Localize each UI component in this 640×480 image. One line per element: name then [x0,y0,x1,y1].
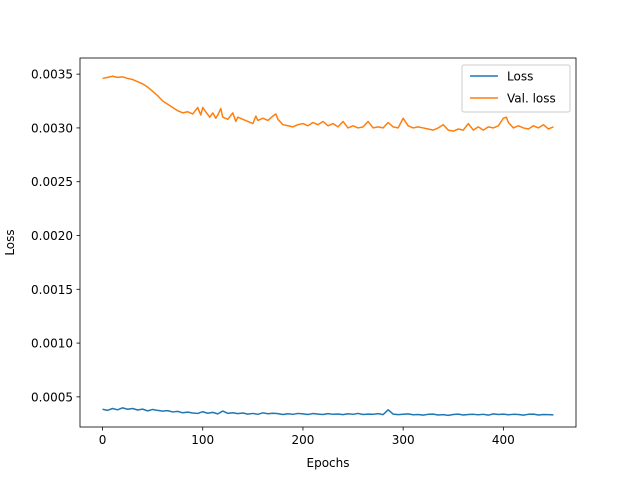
x-axis: 0 100 200 300 400 [99,427,515,447]
y-tick-label: 0.0035 [31,68,73,82]
x-tick-label: 200 [291,433,314,447]
series-line-0 [102,407,554,417]
y-tick-label: 0.0005 [31,390,73,404]
y-tick-label: 0.0025 [31,175,73,189]
y-tick-label: 0.0015 [31,283,73,297]
x-axis-title: Epochs [307,456,350,470]
axes-frame [79,57,577,428]
legend: Loss Val. loss [461,64,571,113]
axes-background [80,58,576,427]
x-tick-label: 0 [99,433,107,447]
y-axis-title: Loss [3,229,17,255]
x-tick-label: 100 [191,433,214,447]
series-layer [102,75,554,417]
legend-label-1: Val. loss [507,92,556,106]
y-axis: 0.0005 0.0010 0.0015 0.0020 0.0025 0.0030 0.00… [31,68,80,404]
y-tick-label: 0.0020 [31,229,73,243]
x-tick-label: 300 [392,433,415,447]
series-line-1 [102,75,554,132]
plot-area [79,57,577,428]
y-tick-label: 0.0030 [31,121,73,135]
x-tick-label: 400 [492,433,515,447]
y-tick-label: 0.0010 [31,337,73,351]
legend-label-0: Loss [507,70,533,84]
